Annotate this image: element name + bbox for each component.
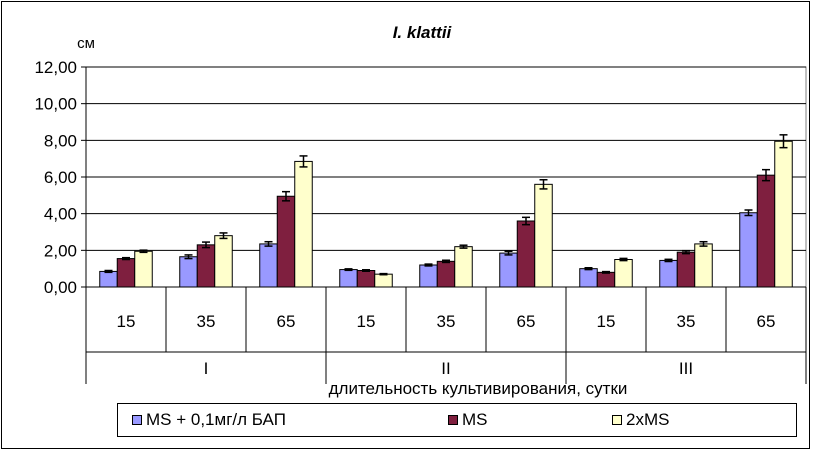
bar bbox=[196, 244, 216, 288]
legend-item: 2xMS bbox=[612, 410, 670, 429]
bar bbox=[454, 246, 473, 288]
x-tick-label: 65 bbox=[517, 312, 536, 331]
bar bbox=[739, 212, 758, 288]
x-tick-label: 15 bbox=[597, 312, 616, 331]
bar bbox=[356, 270, 376, 288]
bar bbox=[276, 195, 296, 288]
legend-label: MS bbox=[462, 410, 488, 429]
x-tick-label: 35 bbox=[677, 312, 696, 331]
bar bbox=[659, 259, 678, 288]
x-axis-title: длительность культивирования, сутки bbox=[329, 379, 628, 398]
y-tick-label: 6,00 bbox=[44, 168, 77, 187]
y-tick-label: 2,00 bbox=[44, 241, 77, 260]
bar bbox=[259, 243, 278, 288]
legend-swatch bbox=[132, 415, 142, 425]
legend-swatch bbox=[448, 415, 458, 425]
y-tick-label: 12,00 bbox=[34, 58, 77, 77]
group-label: III bbox=[679, 359, 693, 378]
legend-label: MS + 0,1мг/л БАП bbox=[146, 410, 286, 429]
bar bbox=[676, 251, 696, 288]
bar bbox=[614, 259, 633, 288]
legend-item: MS bbox=[448, 410, 488, 429]
bar bbox=[179, 256, 198, 288]
x-tick-label: 15 bbox=[357, 312, 376, 331]
bar bbox=[339, 269, 358, 288]
bar bbox=[116, 258, 136, 288]
bar bbox=[579, 268, 598, 288]
group-label: II bbox=[441, 359, 450, 378]
bar bbox=[694, 243, 713, 288]
bar bbox=[419, 264, 438, 288]
bar bbox=[99, 270, 118, 288]
y-tick-label: 10,00 bbox=[34, 95, 77, 114]
group-label: I bbox=[204, 359, 209, 378]
bar bbox=[134, 250, 153, 288]
plot-area: 0,00 2,00 4,00 6,00 8,00 10,00 12,00 15 35 65 15 35… bbox=[34, 58, 807, 384]
y-axis-unit: см bbox=[77, 35, 95, 52]
chart-title: I. klattii bbox=[393, 23, 453, 42]
y-tick-label: 4,00 bbox=[44, 205, 77, 224]
bar bbox=[294, 160, 313, 288]
x-tick-label: 15 bbox=[117, 312, 136, 331]
legend-label: 2xMS bbox=[626, 410, 670, 429]
bar bbox=[534, 183, 553, 288]
y-tick-label: 8,00 bbox=[44, 131, 77, 150]
bar bbox=[516, 220, 536, 288]
x-tick-label: 35 bbox=[197, 312, 216, 331]
bar bbox=[214, 235, 233, 288]
bar bbox=[774, 140, 793, 288]
bar bbox=[756, 174, 776, 288]
bar bbox=[436, 260, 456, 288]
y-tick-label: 0,00 bbox=[44, 278, 77, 297]
x-tick-label: 35 bbox=[437, 312, 456, 331]
x-tick-label: 65 bbox=[757, 312, 776, 331]
legend: MS + 0,1мг/л БАП MS 2xMS bbox=[117, 403, 797, 437]
bar bbox=[374, 273, 393, 288]
x-tick-label: 65 bbox=[277, 312, 296, 331]
bar bbox=[596, 271, 616, 288]
bar bbox=[499, 252, 518, 288]
legend-item: MS + 0,1мг/л БАП bbox=[132, 410, 286, 429]
legend-swatch bbox=[612, 415, 622, 425]
